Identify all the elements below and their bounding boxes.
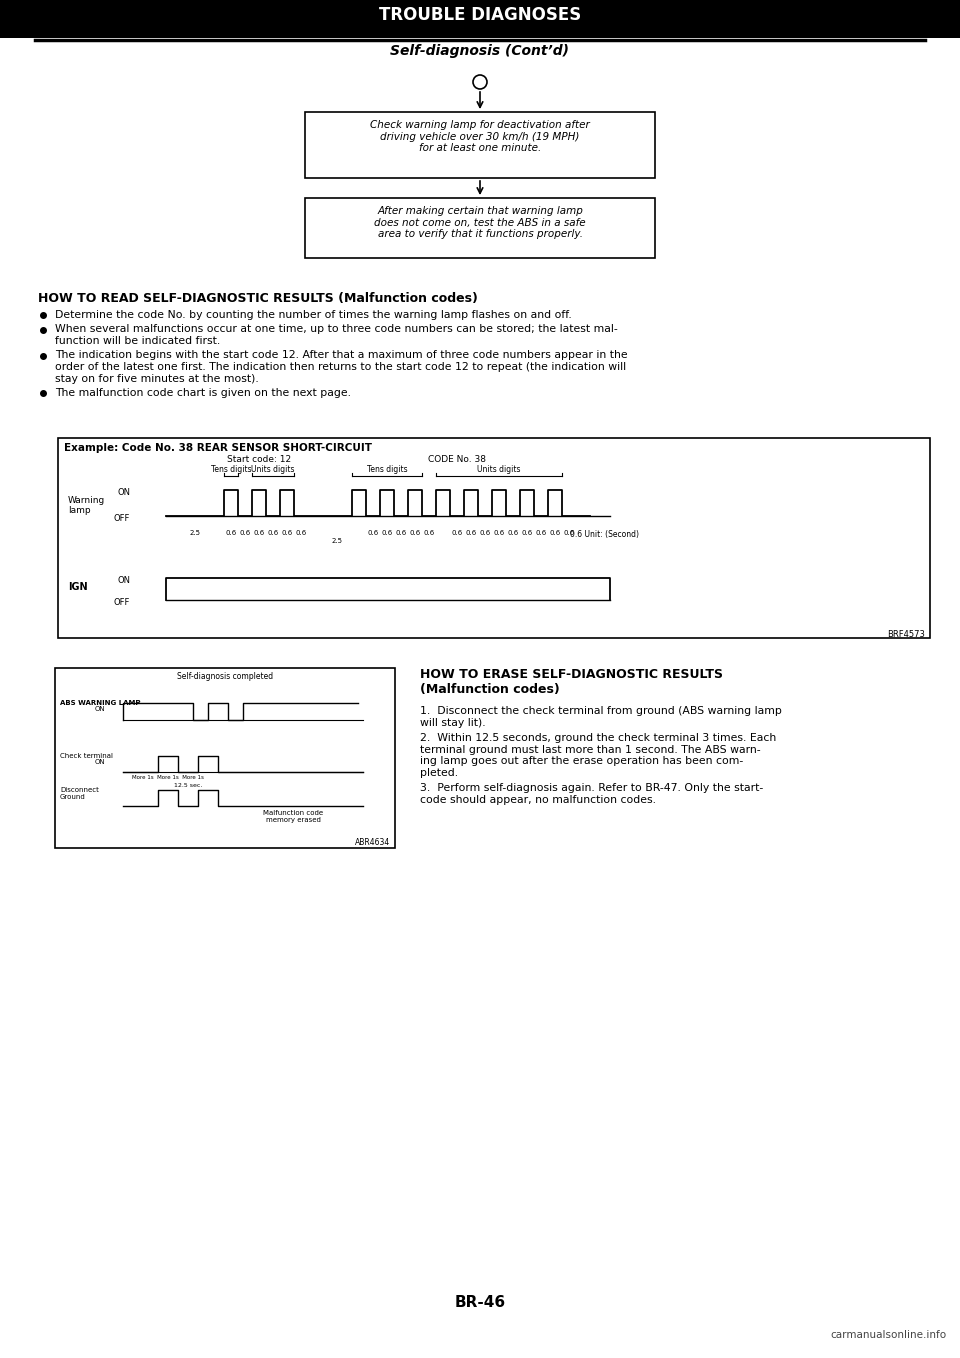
Text: The malfunction code chart is given on the next page.: The malfunction code chart is given on t… bbox=[55, 388, 351, 398]
Text: 0.6: 0.6 bbox=[409, 530, 420, 536]
Text: ON: ON bbox=[118, 576, 131, 585]
Text: HOW TO READ SELF-DIAGNOSTIC RESULTS (Malfunction codes): HOW TO READ SELF-DIAGNOSTIC RESULTS (Mal… bbox=[38, 292, 478, 306]
Text: Example: Code No. 38 REAR SENSOR SHORT-CIRCUIT: Example: Code No. 38 REAR SENSOR SHORT-C… bbox=[64, 443, 372, 454]
Text: 0.6 Unit: (Second): 0.6 Unit: (Second) bbox=[570, 530, 639, 539]
Text: After making certain that warning lamp
does not come on, test the ABS in a safe
: After making certain that warning lamp d… bbox=[374, 206, 586, 239]
Text: Warning
lamp: Warning lamp bbox=[68, 496, 106, 516]
Text: HOW TO ERASE SELF-DIAGNOSTIC RESULTS
(Malfunction codes): HOW TO ERASE SELF-DIAGNOSTIC RESULTS (Ma… bbox=[420, 668, 723, 697]
Text: ON: ON bbox=[95, 759, 106, 765]
Bar bbox=[58, 439, 930, 638]
Text: Tens digits: Tens digits bbox=[367, 464, 407, 474]
Text: Tens digits: Tens digits bbox=[210, 464, 252, 474]
Text: 0.6: 0.6 bbox=[368, 530, 378, 536]
Text: 0.6: 0.6 bbox=[451, 530, 463, 536]
Bar bbox=[0, 0, 960, 38]
Text: 0.6: 0.6 bbox=[381, 530, 393, 536]
Text: Self-diagnosis (Cont’d): Self-diagnosis (Cont’d) bbox=[391, 43, 569, 58]
Text: Self-diagnosis completed: Self-diagnosis completed bbox=[177, 672, 273, 680]
Text: ABS WARNING LAMP: ABS WARNING LAMP bbox=[60, 699, 140, 706]
Text: 2.5: 2.5 bbox=[331, 538, 343, 545]
Text: 0.6: 0.6 bbox=[226, 530, 236, 536]
Text: When several malfunctions occur at one time, up to three code numbers can be sto: When several malfunctions occur at one t… bbox=[55, 325, 617, 346]
Text: The indication begins with the start code 12. After that a maximum of three code: The indication begins with the start cod… bbox=[55, 350, 628, 384]
Text: 0.6: 0.6 bbox=[508, 530, 518, 536]
Text: 0.6: 0.6 bbox=[466, 530, 476, 536]
Text: 0.6: 0.6 bbox=[536, 530, 546, 536]
Text: 0.6: 0.6 bbox=[239, 530, 251, 536]
Text: BR-46: BR-46 bbox=[454, 1296, 506, 1310]
Text: 2.  Within 12.5 seconds, ground the check terminal 3 times. Each
terminal ground: 2. Within 12.5 seconds, ground the check… bbox=[420, 733, 777, 778]
Text: Units digits: Units digits bbox=[477, 464, 520, 474]
Text: Disconnect
Ground: Disconnect Ground bbox=[60, 788, 99, 800]
Text: ON: ON bbox=[118, 488, 131, 497]
Text: More 1s  More 1s  More 1s: More 1s More 1s More 1s bbox=[132, 775, 204, 779]
Text: 0.6: 0.6 bbox=[281, 530, 293, 536]
Text: CODE No. 38: CODE No. 38 bbox=[428, 455, 486, 464]
Bar bbox=[305, 198, 655, 258]
Text: 1.  Disconnect the check terminal from ground (ABS warning lamp
will stay lit).: 1. Disconnect the check terminal from gr… bbox=[420, 706, 781, 728]
Text: 0.6: 0.6 bbox=[253, 530, 265, 536]
Text: ON: ON bbox=[95, 706, 106, 712]
Text: 0.6: 0.6 bbox=[564, 530, 575, 536]
Text: 2.5: 2.5 bbox=[189, 530, 201, 536]
Text: TROUBLE DIAGNOSES: TROUBLE DIAGNOSES bbox=[379, 5, 581, 24]
Text: 0.6: 0.6 bbox=[549, 530, 561, 536]
Text: IGN: IGN bbox=[68, 583, 87, 592]
Text: 0.6: 0.6 bbox=[493, 530, 505, 536]
Bar bbox=[55, 668, 395, 847]
Text: Check terminal: Check terminal bbox=[60, 752, 113, 759]
Text: 0.6: 0.6 bbox=[296, 530, 306, 536]
Text: Units digits: Units digits bbox=[252, 464, 295, 474]
Text: 0.6: 0.6 bbox=[268, 530, 278, 536]
Text: OFF: OFF bbox=[113, 513, 130, 523]
Text: Check warning lamp for deactivation after
driving vehicle over 30 km/h (19 MPH)
: Check warning lamp for deactivation afte… bbox=[371, 120, 589, 153]
Text: Start code: 12: Start code: 12 bbox=[227, 455, 291, 464]
Text: 3.  Perform self-diagnosis again. Refer to BR-47. Only the start-
code should ap: 3. Perform self-diagnosis again. Refer t… bbox=[420, 784, 763, 804]
Text: ABR4634: ABR4634 bbox=[355, 838, 390, 847]
Text: OFF: OFF bbox=[113, 598, 130, 607]
Text: 0.6: 0.6 bbox=[521, 530, 533, 536]
Text: BRF4573: BRF4573 bbox=[887, 630, 925, 640]
Text: 0.6: 0.6 bbox=[423, 530, 435, 536]
Text: Determine the code No. by counting the number of times the warning lamp flashes : Determine the code No. by counting the n… bbox=[55, 310, 572, 320]
Bar bbox=[305, 111, 655, 178]
Text: 0.6: 0.6 bbox=[396, 530, 407, 536]
Text: carmanualsonline.info: carmanualsonline.info bbox=[830, 1329, 947, 1340]
Text: 12.5 sec.: 12.5 sec. bbox=[174, 784, 203, 788]
Text: 0.6: 0.6 bbox=[479, 530, 491, 536]
Text: Malfunction code
memory erased: Malfunction code memory erased bbox=[263, 809, 324, 823]
